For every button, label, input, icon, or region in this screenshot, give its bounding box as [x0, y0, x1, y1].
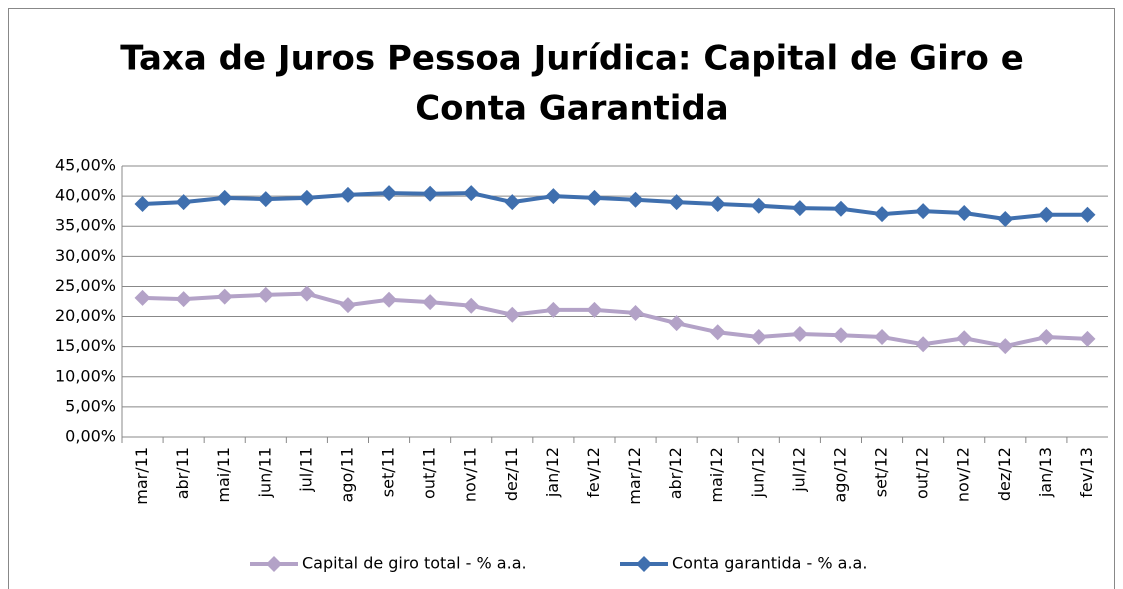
legend-label: Capital de giro total - % a.a.	[302, 554, 527, 573]
point-marker	[381, 185, 398, 202]
x-tick-label: mai/12	[707, 447, 726, 503]
point-marker	[216, 189, 233, 206]
y-tick-label: 35,00%	[55, 216, 116, 235]
point-marker	[956, 204, 973, 221]
point-marker	[1079, 206, 1096, 223]
x-tick-label: mar/11	[132, 447, 151, 505]
point-marker	[586, 301, 603, 318]
point-marker	[134, 195, 151, 212]
point-marker	[627, 304, 644, 321]
chart-title: Conta Garantida	[415, 89, 729, 129]
x-tick-label: mai/11	[214, 447, 233, 503]
point-marker	[1038, 206, 1055, 223]
legend-label: Conta garantida - % a.a.	[672, 554, 867, 573]
point-marker	[832, 200, 849, 217]
y-tick-label: 10,00%	[55, 366, 116, 385]
point-marker	[339, 186, 356, 203]
point-marker	[874, 206, 891, 223]
legend-marker	[636, 556, 652, 572]
y-tick-label: 45,00%	[55, 156, 116, 175]
point-marker	[216, 288, 233, 305]
x-tick-label: set/12	[872, 447, 891, 497]
x-tick-label: dez/11	[502, 447, 521, 501]
chart-title: Taxa de Juros Pessoa Jurídica: Capital d…	[120, 39, 1024, 79]
y-tick-label: 40,00%	[55, 186, 116, 205]
point-marker	[791, 326, 808, 343]
point-marker	[463, 185, 480, 202]
x-tick-label: set/11	[379, 447, 398, 497]
point-marker	[832, 327, 849, 344]
point-marker	[709, 324, 726, 341]
point-marker	[381, 291, 398, 308]
point-marker	[1038, 329, 1055, 346]
y-tick-label: 25,00%	[55, 276, 116, 295]
y-tick-label: 5,00%	[65, 396, 116, 415]
x-tick-label: jan/13	[1036, 447, 1055, 498]
point-marker	[422, 185, 439, 202]
point-marker	[1079, 330, 1096, 347]
x-tick-label: jun/12	[748, 447, 767, 498]
point-marker	[422, 294, 439, 311]
point-marker	[504, 194, 521, 211]
x-tick-label: fev/13	[1077, 447, 1096, 498]
point-marker	[997, 338, 1014, 355]
point-marker	[134, 289, 151, 306]
point-marker	[874, 329, 891, 346]
point-marker	[915, 203, 932, 220]
y-tick-label: 20,00%	[55, 306, 116, 325]
x-tick-label: out/12	[913, 447, 932, 499]
point-marker	[339, 297, 356, 314]
point-marker	[668, 194, 685, 211]
x-tick-label: jun/11	[255, 447, 274, 498]
x-tick-label: abr/11	[173, 447, 192, 499]
x-tick-label: nov/11	[461, 447, 480, 502]
point-marker	[668, 315, 685, 332]
point-marker	[257, 286, 274, 303]
x-tick-label: ago/12	[830, 447, 849, 503]
point-marker	[175, 194, 192, 211]
point-marker	[545, 188, 562, 205]
point-marker	[915, 336, 932, 353]
point-marker	[545, 301, 562, 318]
point-marker	[627, 191, 644, 208]
point-marker	[709, 195, 726, 212]
x-tick-label: mar/12	[625, 447, 644, 505]
x-tick-label: out/11	[420, 447, 439, 499]
legend-marker	[266, 556, 282, 572]
point-marker	[298, 285, 315, 302]
point-marker	[257, 191, 274, 208]
point-marker	[504, 306, 521, 323]
point-marker	[175, 291, 192, 308]
y-tick-label: 15,00%	[55, 336, 116, 355]
x-tick-label: ago/11	[337, 447, 356, 503]
x-tick-label: jul/11	[296, 447, 315, 493]
point-marker	[586, 189, 603, 206]
x-tick-label: jul/12	[789, 447, 808, 493]
x-tick-label: nov/12	[954, 447, 973, 502]
x-tick-label: jan/12	[543, 447, 562, 498]
point-marker	[997, 210, 1014, 227]
point-marker	[750, 197, 767, 214]
y-tick-label: 0,00%	[65, 427, 116, 446]
x-tick-label: dez/12	[995, 447, 1014, 501]
x-tick-label: abr/12	[666, 447, 685, 499]
point-marker	[298, 189, 315, 206]
point-marker	[791, 200, 808, 217]
x-tick-label: fev/12	[584, 447, 603, 498]
point-marker	[956, 330, 973, 347]
point-marker	[750, 329, 767, 346]
y-tick-label: 30,00%	[55, 246, 116, 265]
point-marker	[463, 297, 480, 314]
